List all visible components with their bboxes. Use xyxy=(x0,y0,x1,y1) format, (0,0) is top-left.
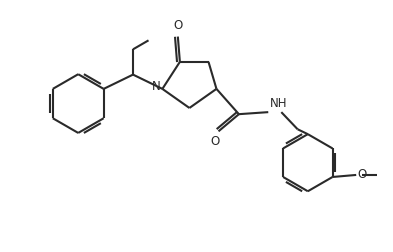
Text: O: O xyxy=(357,168,366,181)
Text: NH: NH xyxy=(270,97,287,110)
Text: O: O xyxy=(211,135,220,148)
Text: N: N xyxy=(152,80,160,93)
Text: O: O xyxy=(173,19,182,33)
